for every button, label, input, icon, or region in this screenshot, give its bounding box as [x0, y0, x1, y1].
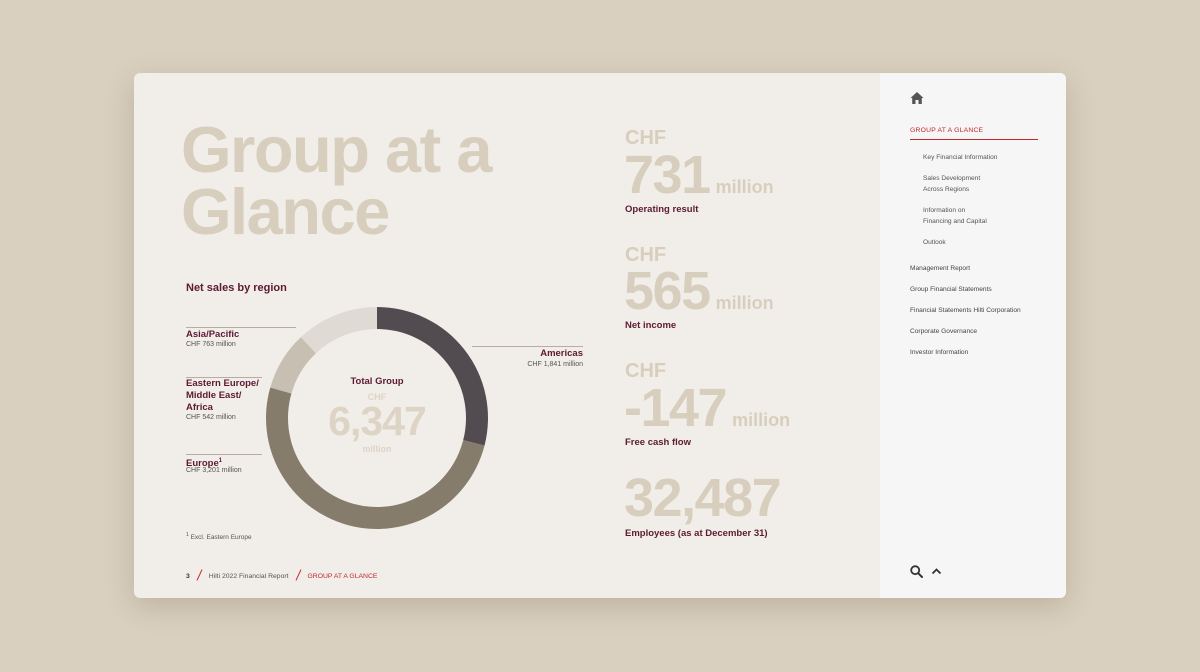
report-page: Group at a Glance Net sales by region As… [134, 73, 1066, 598]
donut-center-label: Total Group [350, 376, 404, 387]
subitem-line: Outlook [923, 239, 946, 246]
subitem-line: Financing and Capital [923, 217, 987, 225]
sidebar-subitem-sales-development[interactable]: Sales Development Across Regions [923, 174, 1033, 195]
subitem-line: Key Financial Information [923, 154, 998, 161]
kpi-operating-currency: CHF [625, 127, 667, 149]
page-number: 3 [186, 573, 190, 580]
donut-segment-eastern-europe-middle-east-africa [270, 337, 316, 394]
americas-leader-line [472, 346, 583, 347]
footer-section-link[interactable]: GROUP AT A GLANCE [307, 573, 378, 580]
region-europe-name: Europe1 [186, 455, 222, 470]
subitem-line: Sales Development [923, 175, 981, 182]
kpi-fcf-currency: CHF [625, 360, 667, 382]
page-title-line-2: Glance [181, 175, 390, 248]
sidebar-subitem-financing-and-capital[interactable]: Information on Financing and Capital [923, 206, 1033, 227]
home-icon[interactable] [910, 91, 924, 105]
sidebar-item-corporate-governance[interactable]: Corporate Governance [910, 328, 978, 335]
kpi-operating-value: 731 [624, 145, 711, 205]
kpi-net-income-figure: 565 million [624, 263, 774, 331]
kpi-employees-label: Employees (as at December 31) [625, 528, 768, 539]
sidebar-nav: GROUP AT A GLANCE Key Financial Informat… [880, 73, 1066, 598]
kpi-net-income-label: Net income [625, 320, 677, 331]
kpi-operating-label: Operating result [625, 204, 699, 215]
footer-report-name: Hilti 2022 Financial Report [208, 573, 289, 580]
subitem-line: Across Regions [923, 185, 970, 193]
donut-segment-europe [266, 387, 485, 529]
kpi-employees-value: 32,487 [624, 468, 782, 528]
sidebar-item-investor-information[interactable]: Investor Information [910, 349, 969, 356]
page-title: Group at a Glance [181, 113, 601, 248]
footnote-text: Excl. Eastern Europe [190, 534, 252, 542]
donut-center-unit: million [362, 444, 392, 454]
kpi-net-income-currency: CHF [625, 244, 667, 266]
region-europe-value: CHF 3,201 million [186, 467, 242, 474]
footer-separator [196, 569, 203, 581]
sidebar-subitem-key-financial-information[interactable]: Key Financial Information [923, 153, 1033, 164]
kpi-operating-figure: 731 million [624, 147, 774, 215]
footnote: 1 Excl. Eastern Europe [186, 532, 252, 541]
region-americas-value: CHF 1,841 million [527, 361, 583, 368]
search-icon[interactable] [910, 565, 923, 578]
sidebar-item-financial-statements-hilti[interactable]: Financial Statements Hilti Corporation [910, 307, 1021, 314]
kpi-fcf-unit: million [732, 410, 791, 430]
kpi-net-income-unit: million [715, 293, 774, 313]
net-sales-donut-chart [266, 307, 488, 529]
kpi-operating-unit: million [715, 177, 774, 197]
region-americas-name: Americas [540, 348, 583, 359]
sidebar-item-group-financial-statements[interactable]: Group Financial Statements [910, 286, 992, 293]
kpi-fcf-figure: -147 million [624, 380, 790, 448]
region-europe-label: Europe [186, 458, 219, 470]
region-eemea-name-line-2: Middle East/ [186, 390, 242, 401]
footnote-mark: 1 [186, 532, 189, 538]
region-eemea-name-line-3: Africa [186, 402, 213, 413]
asia-leader-line [186, 327, 296, 328]
sidebar-item-group-at-a-glance[interactable]: GROUP AT A GLANCE [910, 127, 1038, 140]
donut-center-currency: CHF [367, 392, 387, 402]
chevron-up-icon[interactable] [931, 566, 942, 577]
page-footer: 3 Hilti 2022 Financial Report GROUP AT A G… [186, 569, 377, 581]
donut-segment-americas [377, 307, 488, 446]
section-title: Net sales by region [186, 282, 287, 294]
kpi-net-income-value: 565 [624, 261, 711, 321]
donut-segment-asia-pacific [300, 307, 377, 354]
region-europe-footnote-mark: 1 [218, 458, 223, 464]
region-eemea-name: Eastern Europe/ Middle East/ Africa [186, 378, 259, 414]
kpi-fcf-value: -147 [624, 378, 728, 438]
footer-separator [295, 569, 301, 581]
page-title-line-1: Group at a [181, 113, 493, 186]
europe-leader-line [186, 454, 262, 455]
kpi-fcf-label: Free cash flow [625, 437, 691, 448]
eemea-leader-line [186, 377, 262, 378]
region-eemea-name-line-1: Eastern Europe/ [186, 378, 259, 389]
sidebar-item-management-report[interactable]: Management Report [910, 265, 971, 272]
subitem-line: Information on [923, 207, 966, 214]
sidebar-subitem-outlook[interactable]: Outlook [923, 238, 1033, 249]
donut-center-total: 6,347 [328, 398, 427, 444]
region-asia-value: CHF 763 million [186, 341, 236, 348]
region-asia-name: Asia/Pacific [186, 329, 240, 340]
region-eemea-value: CHF 542 million [186, 414, 236, 421]
